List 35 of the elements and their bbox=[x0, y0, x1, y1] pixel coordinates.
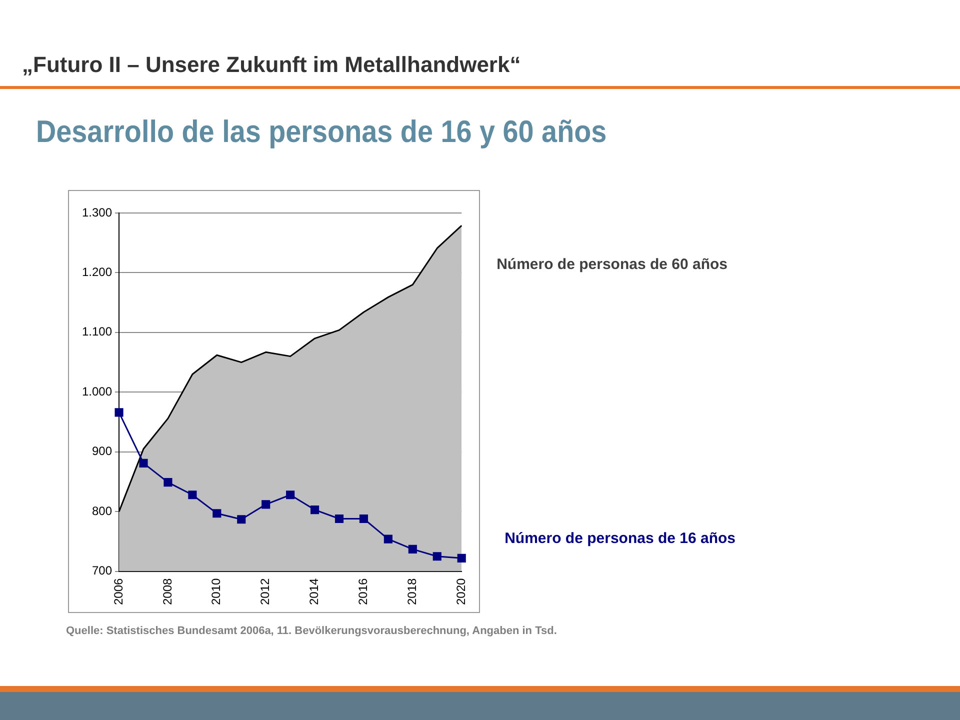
x-tick-label: 2016 bbox=[356, 578, 370, 606]
point bbox=[164, 478, 172, 487]
text: Número de personas de 60 años bbox=[496, 256, 728, 273]
point bbox=[408, 544, 417, 554]
point bbox=[384, 534, 392, 544]
x-tick-label: 2018 bbox=[404, 578, 419, 606]
point bbox=[139, 458, 148, 468]
y-tick-label: 700 bbox=[92, 564, 112, 578]
x-tick-label: 2008 bbox=[160, 578, 174, 606]
y-tick-label: 900 bbox=[92, 444, 112, 458]
x-tick-label: 2020 bbox=[454, 578, 468, 606]
chart-subtitle: Desarrollo de las personas de 16 y 60 años bbox=[36, 114, 607, 150]
point bbox=[310, 506, 320, 514]
y-tick-label: 1.300 bbox=[82, 205, 112, 220]
source-note: Quelle: Statistisches Bundesamt 2006a, 11. Bevölkerungsvorausberechnung, Angaben in Tsd. bbox=[66, 625, 557, 637]
point bbox=[359, 514, 368, 524]
y-tick-label: 1.200 bbox=[82, 265, 112, 280]
y-tick-label: 800 bbox=[92, 504, 112, 518]
text: Número de personas de 16 años bbox=[504, 530, 736, 548]
point bbox=[212, 509, 222, 518]
point bbox=[262, 500, 270, 509]
point bbox=[457, 554, 466, 562]
point bbox=[334, 514, 344, 524]
x-tick-label: 2014 bbox=[307, 578, 322, 606]
y-tick-label: 1.100 bbox=[82, 324, 112, 339]
x-tick-label: 2010 bbox=[209, 578, 224, 606]
x-tick-label: 2006 bbox=[111, 578, 126, 606]
chart-title: „Futuro II – Unsere Zukunft im Metallhandwerk“ bbox=[22, 52, 521, 78]
point bbox=[237, 515, 246, 524]
point bbox=[188, 490, 197, 500]
point bbox=[114, 408, 124, 417]
x-tick-label: 2012 bbox=[258, 578, 272, 606]
point bbox=[432, 552, 442, 561]
y-tick-label: 1.000 bbox=[82, 384, 112, 398]
point bbox=[286, 490, 295, 500]
